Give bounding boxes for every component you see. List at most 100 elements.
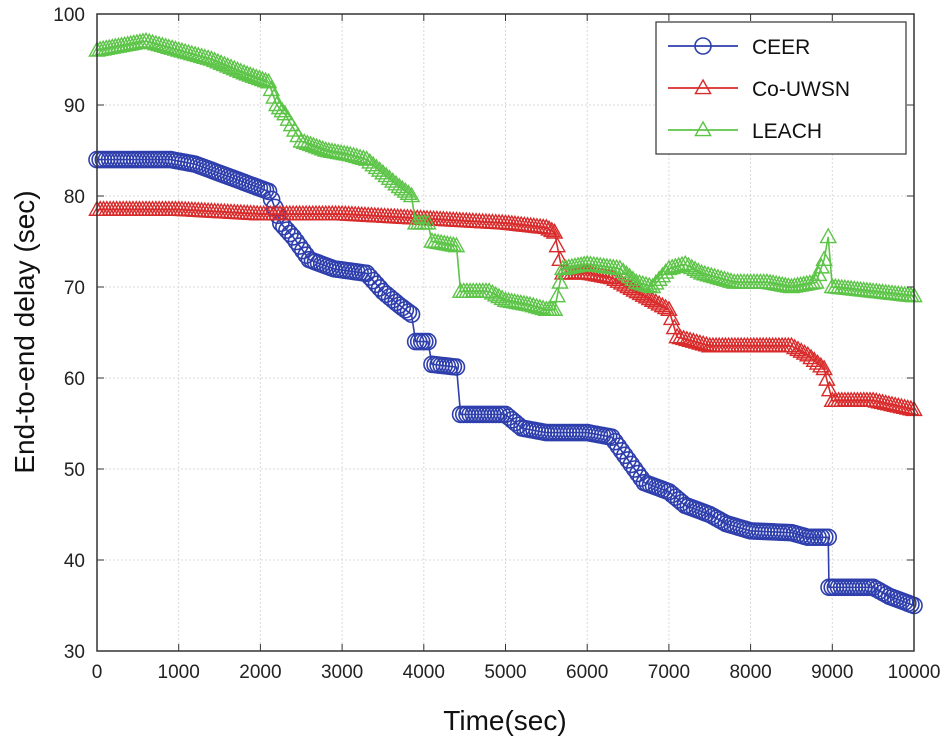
data-point [785,338,804,355]
series-ceer [88,150,923,615]
data-point [267,95,286,112]
data-point [399,184,418,201]
data-point [548,286,567,303]
data-point [370,279,389,297]
y-tick-label: 60 [64,369,85,390]
data-point [679,256,698,273]
data-point [256,71,275,88]
data-point [789,340,807,357]
data-point [290,237,309,255]
data-point [354,149,373,165]
data-point [809,265,828,282]
data-point [390,177,409,194]
legend-marker [694,78,712,95]
data-point [682,258,701,275]
data-point [815,250,833,266]
data-point [819,528,838,547]
data-point [812,356,830,373]
data-point [812,257,831,274]
data-point [622,455,641,474]
data-point [795,343,814,360]
data-point [370,161,389,177]
data-point [393,179,412,196]
data-point [614,262,632,278]
data-point [480,282,498,298]
data-point [383,172,402,188]
data-point [367,158,386,175]
data-point [551,273,569,289]
legend: CEER Co-UWSN LEACH [655,21,907,155]
data-point [377,166,396,183]
data-point [390,296,409,315]
legend-marker [694,120,712,137]
series-co-uwsn [88,200,923,417]
y-tick-label: 80 [64,187,85,208]
data-point [396,300,415,319]
data-point [273,101,291,118]
x-tick-label: 7000 [648,662,690,683]
data-point [643,291,662,307]
data-point [387,174,405,191]
data-point [650,294,668,311]
y-tick-label: 40 [64,551,85,572]
data-point [624,270,642,287]
data-point [632,469,650,487]
data-point [792,342,811,358]
y-tick-label: 70 [64,278,85,299]
data-point [819,227,838,244]
x-tick-label: 1000 [158,662,200,683]
data-point [374,163,392,180]
x-tick-label: 2000 [239,662,281,683]
data-point [543,221,561,238]
data-point [808,354,827,370]
y-tick-label: 100 [53,5,85,26]
data-point [447,358,466,376]
data-point [447,236,466,253]
x-tick-label: 8000 [729,662,771,683]
data-point [357,150,376,166]
y-tick-label: 90 [64,96,85,117]
y-axis-title: End-to-end delay (sec) [9,190,40,473]
data-point [656,298,675,315]
data-point [612,441,631,460]
series-layer [88,31,923,615]
data-point [782,336,801,353]
data-point [629,464,647,483]
data-point [361,152,379,169]
data-point [419,213,437,230]
legend-marker [694,37,712,55]
data-point [820,380,839,397]
data-point [619,451,637,469]
data-point [545,300,564,317]
data-point [669,256,688,273]
data-point [620,267,639,284]
data-point [815,359,833,376]
data-point [364,155,382,172]
data-point [284,228,302,246]
data-point [669,491,688,509]
data-point [402,186,421,203]
data-point [606,432,624,451]
data-point [490,287,508,304]
x-tick-label: 6000 [566,662,608,683]
y-tick-label: 50 [64,460,85,481]
data-point [486,285,505,302]
x-tick-label: 4000 [403,662,445,683]
data-point [380,169,399,186]
data-point [798,345,817,362]
x-axis-title: Time(sec) [443,705,566,736]
data-point [807,273,825,289]
legend-label: LEACH [752,120,822,143]
data-point [270,98,289,115]
x-tick-label: 9000 [811,662,853,683]
x-tick-label: 0 [92,662,103,683]
data-point [534,299,552,316]
data-point [287,232,306,251]
data-point [818,370,836,386]
data-point [297,246,315,264]
data-point [548,236,567,253]
data-point [802,348,820,365]
legend-label: Co-UWSN [752,78,850,101]
data-point [396,182,415,198]
